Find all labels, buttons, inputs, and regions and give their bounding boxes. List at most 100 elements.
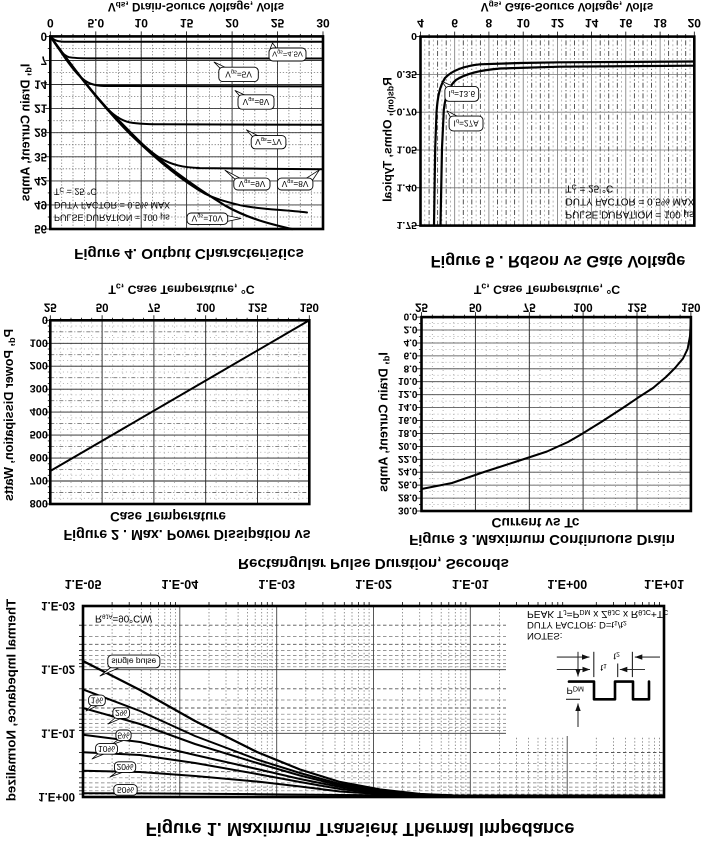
svg-text:Pd, Power Dissipation, Watts: Pd, Power Dissipation, Watts xyxy=(2,329,17,501)
svg-text:0.70: 0.70 xyxy=(397,106,418,118)
svg-text:26.0: 26.0 xyxy=(398,479,418,490)
svg-text:0.35: 0.35 xyxy=(397,68,418,80)
svg-text:56: 56 xyxy=(34,222,47,234)
svg-text:500: 500 xyxy=(30,428,48,440)
svg-text:1.E-02: 1.E-02 xyxy=(41,663,75,675)
svg-text:16.0: 16.0 xyxy=(398,414,418,425)
svg-text:10%: 10% xyxy=(98,744,115,754)
svg-text:TC = 25 °C: TC = 25 °C xyxy=(54,185,97,196)
svg-text:0: 0 xyxy=(411,30,417,42)
svg-text:10.0: 10.0 xyxy=(398,375,418,386)
svg-text:125: 125 xyxy=(248,301,268,313)
svg-text:Figure 5 . Rdson vs Gate Volt: Figure 5 . Rdson vs Gate Voltage xyxy=(431,252,686,270)
svg-text:Id, Drain Current, Amps: Id, Drain Current, Amps xyxy=(377,352,392,492)
svg-text:1.E-01: 1.E-01 xyxy=(41,726,75,738)
svg-text:0: 0 xyxy=(42,313,48,325)
svg-text:16: 16 xyxy=(619,16,633,30)
svg-text:50: 50 xyxy=(469,301,482,313)
svg-text:PULSE DURATION = 100 µs: PULSE DURATION = 100 µs xyxy=(54,213,170,223)
svg-text:TC = 25 °C: TC = 25 °C xyxy=(566,182,614,193)
svg-text:100: 100 xyxy=(196,301,215,313)
svg-text:Tc, Case Temperature, °C: Tc, Case Temperature, °C xyxy=(474,282,620,297)
svg-text:50: 50 xyxy=(96,301,109,313)
svg-text:600: 600 xyxy=(30,451,48,463)
svg-text:DUTY FACTOR = 0.5% MAX: DUTY FACTOR = 0.5% MAX xyxy=(54,200,170,210)
svg-text:400: 400 xyxy=(30,405,48,417)
svg-text:10: 10 xyxy=(135,16,149,30)
svg-text:18.0: 18.0 xyxy=(398,427,418,438)
svg-text:200: 200 xyxy=(30,359,48,371)
svg-text:25: 25 xyxy=(415,301,428,313)
svg-text:20%: 20% xyxy=(116,762,133,772)
svg-text:14: 14 xyxy=(585,16,599,30)
svg-text:35: 35 xyxy=(34,150,47,162)
svg-text:28.0: 28.0 xyxy=(398,492,418,503)
svg-text:28: 28 xyxy=(34,126,47,138)
svg-text:12: 12 xyxy=(551,16,565,30)
svg-text:Figure 4. Output Characteristi: Figure 4. Output Characteristics xyxy=(74,245,304,262)
svg-text:8.0: 8.0 xyxy=(404,362,418,373)
svg-text:14.0: 14.0 xyxy=(398,401,418,412)
svg-text:24.0: 24.0 xyxy=(398,466,418,477)
svg-text:NOTES:: NOTES: xyxy=(527,630,562,641)
svg-text:30: 30 xyxy=(316,16,330,30)
svg-text:6: 6 xyxy=(451,16,458,30)
svg-text:20.0: 20.0 xyxy=(398,440,418,451)
svg-text:Vgs=6V: Vgs=6V xyxy=(243,96,270,107)
svg-text:5%: 5% xyxy=(117,730,130,740)
svg-text:50%: 50% xyxy=(117,785,134,795)
svg-text:Vds, Drain-Source Voltage, Vol: Vds, Drain-Source Voltage, Volts xyxy=(108,0,285,13)
svg-text:0: 0 xyxy=(47,16,54,30)
svg-text:25: 25 xyxy=(271,16,285,30)
svg-text:1.E+01: 1.E+01 xyxy=(644,577,684,591)
svg-text:1.E-04: 1.E-04 xyxy=(161,577,198,591)
svg-text:75: 75 xyxy=(148,301,161,313)
svg-text:125: 125 xyxy=(627,301,647,313)
svg-text:1.E+00: 1.E+00 xyxy=(38,790,75,802)
svg-text:150: 150 xyxy=(300,301,319,313)
svg-text:Vgs=7V: Vgs=7V xyxy=(255,136,282,147)
svg-text:2.0: 2.0 xyxy=(404,324,418,335)
svg-text:1.E-03: 1.E-03 xyxy=(258,577,295,591)
svg-text:RθJA=90°C/W: RθJA=90°C/W xyxy=(95,613,153,624)
svg-text:800: 800 xyxy=(30,497,48,509)
svg-text:4.0: 4.0 xyxy=(404,337,418,348)
svg-text:22.0: 22.0 xyxy=(398,453,418,464)
svg-text:7: 7 xyxy=(41,54,47,66)
svg-text:Thermal Impedance, Normalized: Thermal Impedance, Normalized xyxy=(4,599,19,801)
svg-text:150: 150 xyxy=(681,301,700,313)
svg-text:1%: 1% xyxy=(91,695,104,705)
svg-text:1.E-02: 1.E-02 xyxy=(355,577,392,591)
svg-text:700: 700 xyxy=(30,474,48,486)
svg-text:2%: 2% xyxy=(115,708,128,718)
svg-text:Figure 1. Maximum Transient Th: Figure 1. Maximum Transient Thermal Impe… xyxy=(146,819,575,840)
svg-text:20: 20 xyxy=(688,16,702,30)
svg-text:20: 20 xyxy=(225,16,239,30)
svg-text:Figure 3 .Maximum Continuous D: Figure 3 .Maximum Continuous Drain xyxy=(409,531,675,548)
svg-text:Rectangular Pulse Duration, Se: Rectangular Pulse Duration, Seconds xyxy=(238,555,509,572)
svg-text:Case Temperature: Case Temperature xyxy=(110,509,226,524)
svg-text:21: 21 xyxy=(34,102,47,114)
svg-text:15: 15 xyxy=(180,16,194,30)
svg-text:t1: t1 xyxy=(601,662,608,673)
svg-text:1.E-01: 1.E-01 xyxy=(452,577,489,591)
svg-text:Vgs=10V: Vgs=10V xyxy=(192,213,224,224)
svg-text:49: 49 xyxy=(34,198,47,210)
svg-text:Vgs=9V: Vgs=9V xyxy=(239,178,266,189)
svg-text:1.E-03: 1.E-03 xyxy=(41,599,75,611)
svg-text:1.40: 1.40 xyxy=(397,181,418,193)
svg-text:10: 10 xyxy=(517,16,531,30)
svg-text:1.05: 1.05 xyxy=(397,144,418,156)
svg-text:100: 100 xyxy=(574,301,593,313)
svg-text:single pulse: single pulse xyxy=(111,656,156,666)
svg-text:Vgs, Gate-Source Voltage, Volt: Vgs, Gate-Source Voltage, Volts xyxy=(481,0,654,13)
svg-text:300: 300 xyxy=(30,382,48,394)
svg-text:PEAK TJ=PDM x ZθJC x RθJC+TC: PEAK TJ=PDM x ZθJC x RθJC+TC xyxy=(527,608,668,619)
svg-text:PDM: PDM xyxy=(567,684,584,695)
svg-text:14: 14 xyxy=(34,78,47,90)
svg-text:DUTY FACTOR = 0.5% MAX: DUTY FACTOR = 0.5% MAX xyxy=(566,196,695,207)
svg-text:t2: t2 xyxy=(614,650,621,661)
svg-text:Rds(on), Ohms, Typical: Rds(on), Ohms, Typical xyxy=(381,77,396,202)
svg-text:25: 25 xyxy=(44,301,57,313)
svg-text:5.0: 5.0 xyxy=(87,16,104,30)
